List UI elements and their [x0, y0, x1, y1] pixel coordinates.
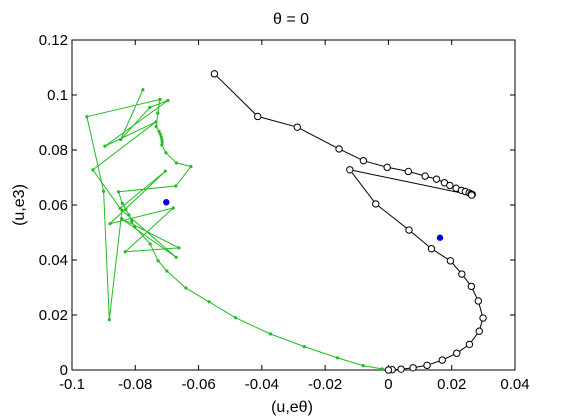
data-point	[119, 137, 123, 142]
data-point	[156, 111, 160, 115]
data-point	[154, 120, 158, 124]
data-point	[148, 242, 152, 246]
y-axis-label: (u,e3)	[11, 184, 28, 226]
data-point	[254, 112, 262, 121]
data-point	[120, 208, 124, 212]
data-point	[438, 356, 446, 364]
data-point	[361, 364, 365, 368]
data-point	[127, 213, 131, 217]
y-tick-label: 0.06	[39, 197, 68, 214]
data-point	[154, 125, 158, 129]
data-point	[475, 327, 483, 335]
data-point	[207, 300, 211, 304]
data-point	[158, 132, 162, 136]
data-point	[102, 189, 106, 193]
data-point	[458, 270, 466, 278]
data-point	[148, 105, 152, 109]
data-point	[107, 318, 111, 322]
data-point	[405, 226, 413, 234]
data-point	[120, 201, 124, 205]
data-point	[120, 217, 124, 221]
y-tick-label: 0.08	[39, 142, 68, 159]
data-point	[335, 356, 340, 360]
data-point	[346, 166, 354, 174]
data-point	[108, 222, 112, 226]
data-point	[160, 143, 164, 147]
x-tick-label: -0.06	[181, 376, 215, 393]
data-point	[171, 206, 175, 210]
plot-area	[71, 39, 516, 371]
x-tick-label: -0.02	[308, 376, 342, 393]
y-tick-label: 0.1	[47, 87, 68, 104]
data-point	[359, 157, 368, 165]
data-point	[372, 200, 380, 208]
data-point	[116, 190, 121, 194]
data-point	[163, 199, 170, 206]
y-tick-label: 0.02	[39, 307, 68, 324]
data-point	[85, 115, 89, 119]
x-tick-label: 0.02	[437, 376, 466, 393]
data-point	[446, 257, 455, 265]
data-point	[133, 225, 137, 229]
y-tick-label: 0	[60, 362, 68, 379]
data-point	[427, 245, 436, 253]
data-point	[384, 366, 393, 374]
data-point	[124, 207, 128, 211]
x-tick-label: 0	[384, 376, 392, 393]
x-tick-label: 0.04	[500, 376, 529, 393]
x-tick-label: -0.08	[118, 376, 152, 393]
data-point	[404, 167, 413, 176]
data-point	[397, 365, 405, 373]
x-tick-label: -0.04	[245, 376, 279, 393]
data-point	[436, 234, 444, 241]
data-point	[184, 286, 188, 290]
x-tick-label: -0.1	[59, 376, 85, 393]
data-point	[467, 191, 476, 199]
data-point	[164, 151, 168, 155]
data-point	[177, 246, 181, 250]
y-tick-label: 0.12	[39, 32, 68, 49]
data-point	[474, 297, 482, 305]
data-point	[174, 184, 178, 188]
data-point	[423, 361, 431, 370]
data-point	[166, 98, 170, 103]
data-point	[432, 175, 441, 183]
data-point	[158, 97, 162, 101]
data-point	[453, 349, 461, 357]
data-point	[130, 219, 134, 223]
data-point	[156, 259, 160, 263]
data-point	[479, 314, 487, 322]
x-axis-label: (u,eθ)	[271, 399, 313, 416]
data-point	[174, 161, 179, 165]
chart-title: θ = 0	[273, 11, 309, 28]
data-point	[302, 345, 306, 349]
y-tick-label: 0.04	[39, 252, 68, 269]
data-point	[409, 364, 417, 372]
data-point	[467, 282, 476, 291]
data-point	[103, 144, 107, 148]
data-point	[159, 135, 163, 139]
data-point	[174, 255, 178, 259]
data-point	[421, 172, 429, 180]
data-point	[141, 88, 145, 92]
data-point	[91, 168, 95, 172]
data-point	[160, 140, 164, 144]
data-point	[210, 70, 219, 78]
data-point	[157, 129, 161, 133]
data-point	[380, 367, 384, 371]
data-point	[163, 169, 167, 173]
data-point	[268, 332, 273, 336]
data-point	[160, 137, 164, 142]
data-point	[233, 316, 238, 320]
data-point	[165, 269, 169, 273]
data-point	[293, 123, 301, 131]
data-point	[446, 181, 454, 190]
data-point	[123, 250, 127, 254]
data-point	[335, 145, 343, 153]
data-point	[383, 163, 391, 172]
data-point	[189, 164, 193, 169]
data-point	[465, 340, 474, 349]
